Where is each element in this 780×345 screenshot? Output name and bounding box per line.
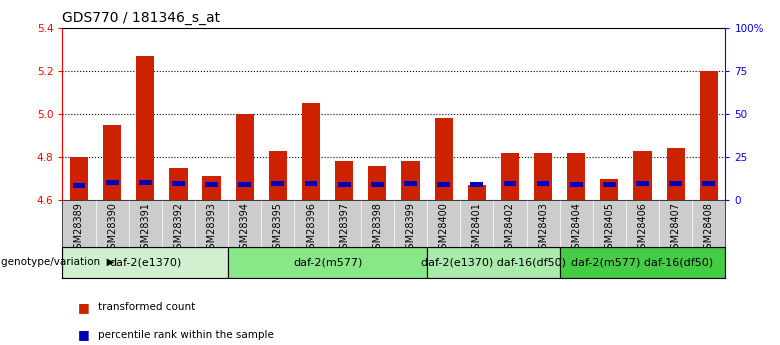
Text: GSM28406: GSM28406 [637, 203, 647, 255]
Bar [667, 148, 685, 200]
Bar [470, 183, 483, 187]
Text: GSM28408: GSM28408 [704, 203, 714, 255]
Bar [636, 181, 649, 186]
Text: ■: ■ [78, 328, 90, 341]
Text: GDS770 / 181346_s_at: GDS770 / 181346_s_at [62, 11, 221, 25]
Bar [703, 181, 715, 186]
Bar [669, 181, 682, 186]
Bar [106, 180, 119, 185]
Text: percentile rank within the sample: percentile rank within the sample [98, 330, 273, 339]
Text: GSM28397: GSM28397 [339, 203, 349, 255]
Bar [203, 176, 221, 200]
Text: GSM28389: GSM28389 [74, 203, 84, 255]
Bar [570, 183, 583, 187]
Bar [501, 152, 519, 200]
Bar [236, 114, 254, 200]
Text: GSM28391: GSM28391 [140, 203, 151, 255]
Bar [269, 150, 287, 200]
Bar [103, 125, 121, 200]
Bar [70, 157, 88, 200]
Text: GSM28401: GSM28401 [472, 203, 482, 255]
Bar [633, 150, 651, 200]
Bar [172, 181, 185, 186]
Bar [239, 183, 251, 187]
Text: GSM28398: GSM28398 [372, 203, 382, 255]
Bar [169, 168, 187, 200]
Text: GSM28392: GSM28392 [173, 203, 183, 255]
Text: GSM28396: GSM28396 [306, 203, 316, 255]
Text: daf-2(e1370): daf-2(e1370) [109, 257, 182, 267]
Text: GSM28405: GSM28405 [604, 203, 615, 255]
Bar [139, 180, 151, 185]
Text: GSM28395: GSM28395 [273, 203, 283, 255]
Bar [368, 166, 386, 200]
Bar [559, 247, 725, 278]
Bar [438, 183, 450, 187]
Bar [567, 152, 585, 200]
Bar [537, 181, 549, 186]
Bar [305, 181, 317, 186]
Bar [700, 71, 718, 200]
Bar [371, 183, 384, 187]
Bar [338, 183, 350, 187]
Text: daf-2(e1370) daf-16(df50): daf-2(e1370) daf-16(df50) [421, 257, 566, 267]
Bar [205, 183, 218, 187]
Bar [603, 183, 615, 187]
Text: GSM28402: GSM28402 [505, 203, 515, 255]
Text: genotype/variation  ▶: genotype/variation ▶ [1, 257, 115, 267]
Text: ■: ■ [78, 300, 90, 314]
Bar [534, 152, 552, 200]
Bar [228, 247, 427, 278]
Text: daf-2(m577) daf-16(df50): daf-2(m577) daf-16(df50) [572, 257, 714, 267]
Bar [504, 181, 516, 186]
Bar [404, 181, 417, 186]
Text: GSM28400: GSM28400 [438, 203, 448, 255]
Bar [468, 185, 486, 200]
Text: GSM28390: GSM28390 [107, 203, 117, 255]
Bar [62, 247, 228, 278]
Bar [402, 161, 420, 200]
Text: GSM28403: GSM28403 [538, 203, 548, 255]
Text: GSM28404: GSM28404 [571, 203, 581, 255]
Text: transformed count: transformed count [98, 302, 195, 312]
Text: GSM28394: GSM28394 [239, 203, 250, 255]
Text: GSM28399: GSM28399 [406, 203, 416, 255]
Bar [302, 103, 320, 200]
Bar [136, 56, 154, 200]
Bar [427, 247, 559, 278]
Bar [73, 184, 85, 188]
Text: GSM28407: GSM28407 [671, 203, 681, 255]
Text: GSM28393: GSM28393 [207, 203, 217, 255]
Bar [271, 181, 284, 186]
Text: daf-2(m577): daf-2(m577) [293, 257, 362, 267]
Bar [601, 178, 619, 200]
Bar [434, 118, 452, 200]
Bar [335, 161, 353, 200]
